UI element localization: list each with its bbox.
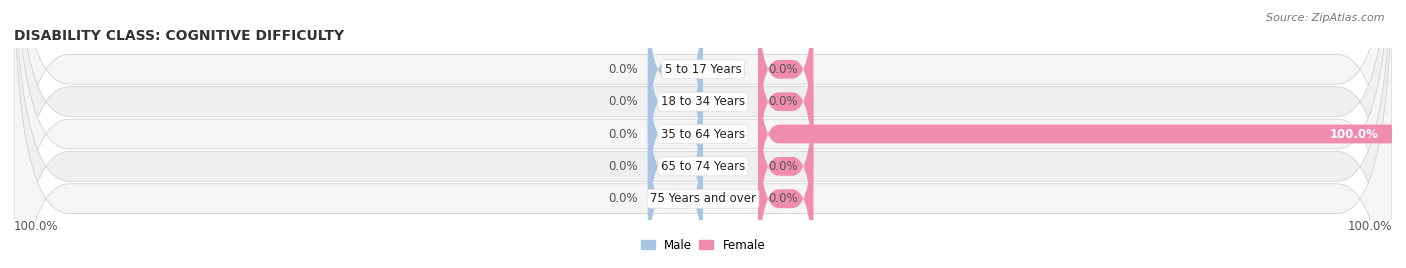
FancyBboxPatch shape	[14, 0, 1392, 268]
Text: 75 Years and over: 75 Years and over	[650, 192, 756, 205]
FancyBboxPatch shape	[14, 0, 1392, 268]
FancyBboxPatch shape	[758, 111, 813, 268]
Text: 0.0%: 0.0%	[607, 192, 637, 205]
Text: 0.0%: 0.0%	[769, 192, 799, 205]
Text: 65 to 74 Years: 65 to 74 Years	[661, 160, 745, 173]
Text: 18 to 34 Years: 18 to 34 Years	[661, 95, 745, 108]
Text: 35 to 64 Years: 35 to 64 Years	[661, 128, 745, 140]
Text: 100.0%: 100.0%	[14, 220, 59, 233]
FancyBboxPatch shape	[648, 14, 703, 189]
Text: 0.0%: 0.0%	[607, 160, 637, 173]
Text: 100.0%: 100.0%	[1347, 220, 1392, 233]
FancyBboxPatch shape	[648, 0, 703, 157]
Text: 0.0%: 0.0%	[607, 63, 637, 76]
FancyBboxPatch shape	[648, 111, 703, 268]
FancyBboxPatch shape	[14, 0, 1392, 268]
FancyBboxPatch shape	[14, 0, 1392, 268]
FancyBboxPatch shape	[14, 0, 1392, 268]
FancyBboxPatch shape	[758, 14, 813, 189]
Text: 0.0%: 0.0%	[769, 63, 799, 76]
Text: 0.0%: 0.0%	[607, 95, 637, 108]
FancyBboxPatch shape	[648, 46, 703, 222]
Text: 5 to 17 Years: 5 to 17 Years	[665, 63, 741, 76]
Text: 0.0%: 0.0%	[769, 95, 799, 108]
FancyBboxPatch shape	[758, 46, 1406, 222]
Text: 100.0%: 100.0%	[1329, 128, 1378, 140]
FancyBboxPatch shape	[758, 0, 813, 157]
FancyBboxPatch shape	[648, 79, 703, 254]
Text: DISABILITY CLASS: COGNITIVE DIFFICULTY: DISABILITY CLASS: COGNITIVE DIFFICULTY	[14, 29, 344, 43]
Text: 0.0%: 0.0%	[769, 160, 799, 173]
Text: 0.0%: 0.0%	[607, 128, 637, 140]
Legend: Male, Female: Male, Female	[641, 239, 765, 252]
Text: Source: ZipAtlas.com: Source: ZipAtlas.com	[1267, 13, 1385, 23]
FancyBboxPatch shape	[758, 79, 813, 254]
